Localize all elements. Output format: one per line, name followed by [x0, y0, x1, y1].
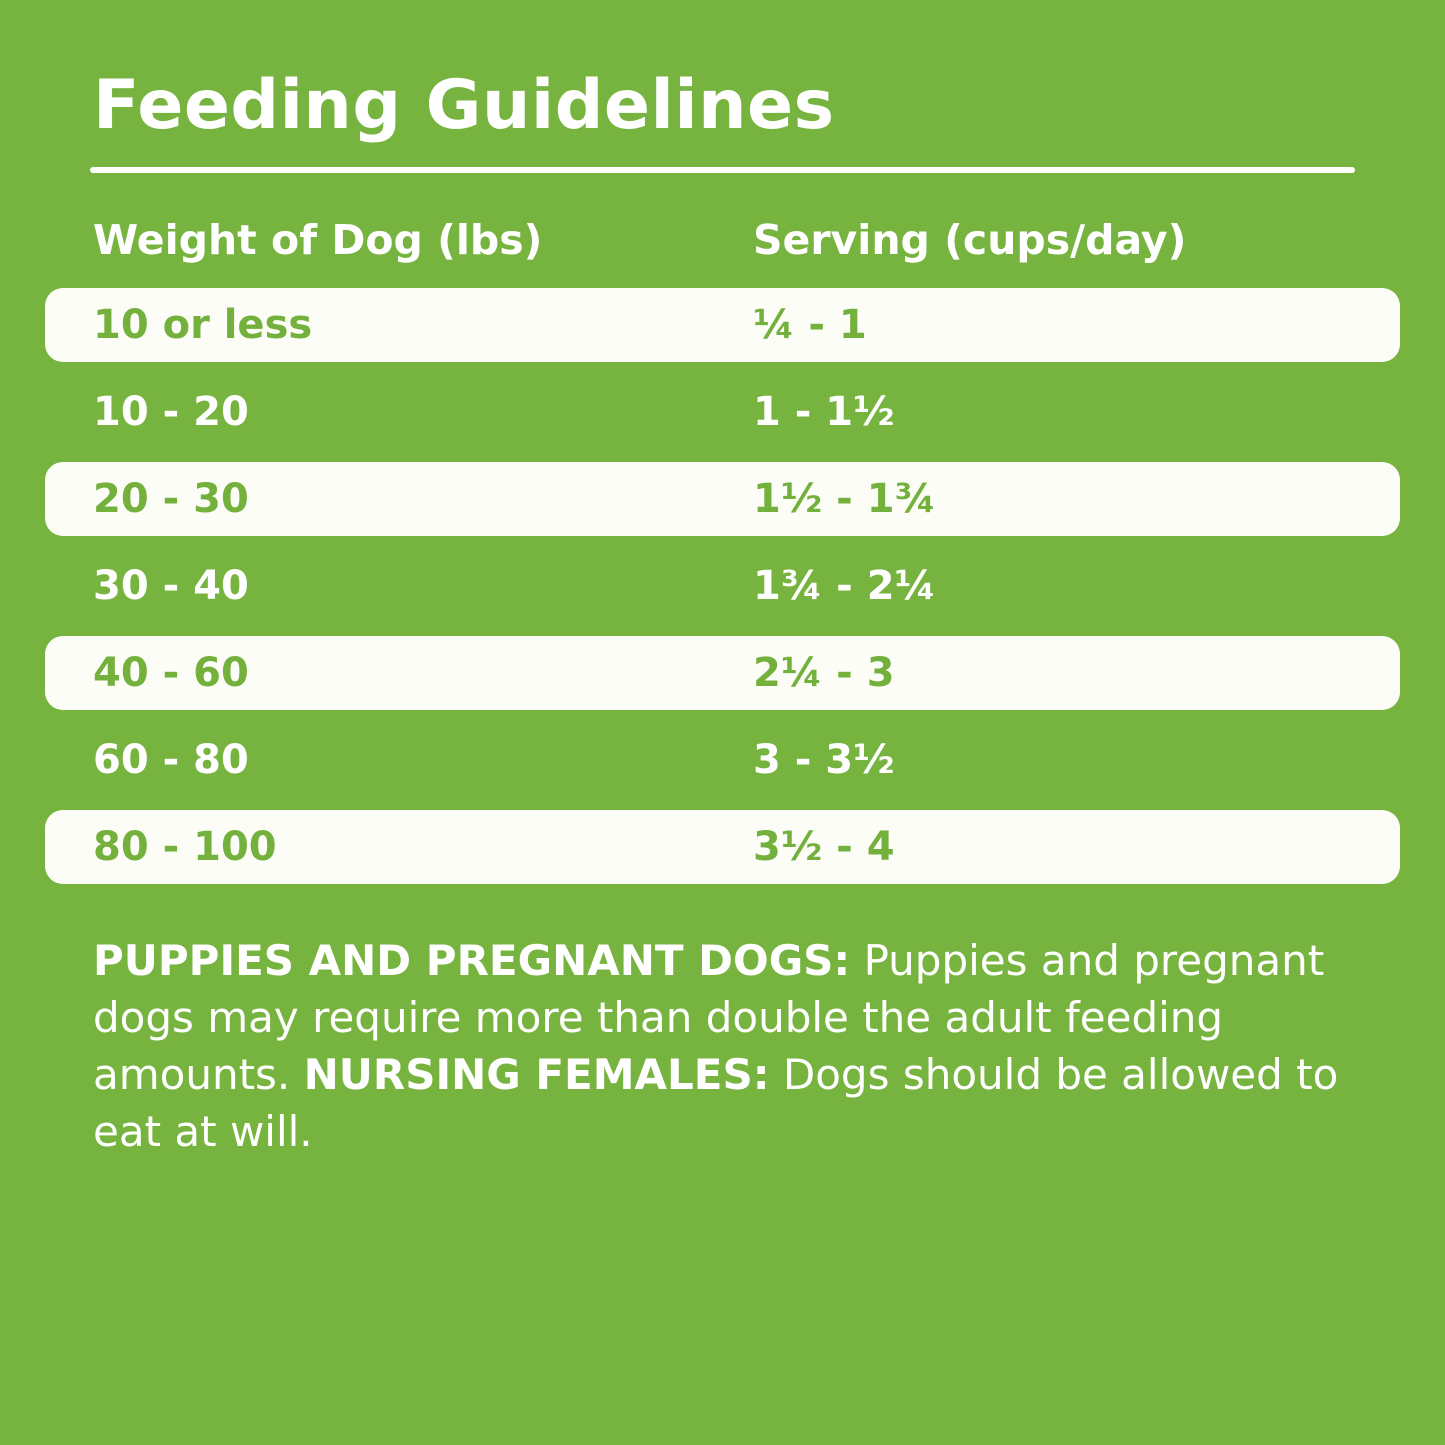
table-row: 20 - 30 1½ - 1¾ — [45, 462, 1400, 536]
table-row: 10 or less ¼ - 1 — [45, 288, 1400, 362]
puppies-pregnant-label: PUPPIES AND PREGNANT DOGS: — [93, 936, 851, 985]
serving-cell: 1½ - 1¾ — [753, 476, 936, 522]
weight-cell: 60 - 80 — [93, 737, 249, 783]
serving-cell: 3½ - 4 — [753, 824, 895, 870]
serving-cell: 2¼ - 3 — [753, 650, 895, 696]
serving-cell: 1 - 1½ — [753, 389, 895, 435]
nursing-females-label: NURSING FEMALES: — [303, 1050, 770, 1099]
title-divider — [90, 167, 1355, 173]
table-row: 60 - 80 3 - 3½ — [45, 723, 1400, 797]
table-row: 10 - 20 1 - 1½ — [45, 375, 1400, 449]
nursing-females-text: Dogs should be allowed to eat at will. — [93, 1050, 1339, 1156]
weight-cell: 30 - 40 — [93, 563, 249, 609]
weight-cell: 10 or less — [93, 302, 313, 348]
column-header-serving: Serving (cups/day) — [753, 216, 1187, 264]
feeding-table: 10 or less ¼ - 1 10 - 20 1 - 1½ 20 - 30 … — [45, 288, 1400, 897]
serving-cell: ¼ - 1 — [753, 302, 867, 348]
page-title: Feeding Guidelines — [93, 66, 835, 145]
weight-cell: 80 - 100 — [93, 824, 277, 870]
table-row: 40 - 60 2¼ - 3 — [45, 636, 1400, 710]
table-header-row: Weight of Dog (lbs) Serving (cups/day) — [93, 216, 1355, 264]
table-row: 80 - 100 3½ - 4 — [45, 810, 1400, 884]
weight-cell: 20 - 30 — [93, 476, 249, 522]
puppies-pregnant-text: Puppies and pregnant dogs may require mo… — [93, 936, 1325, 1099]
serving-cell: 3 - 3½ — [753, 737, 895, 783]
feeding-notes: PUPPIES AND PREGNANT DOGS: Puppies and p… — [93, 932, 1361, 1160]
weight-cell: 40 - 60 — [93, 650, 249, 696]
column-header-weight: Weight of Dog (lbs) — [93, 216, 543, 264]
serving-cell: 1¾ - 2¼ — [753, 563, 936, 609]
weight-cell: 10 - 20 — [93, 389, 249, 435]
table-row: 30 - 40 1¾ - 2¼ — [45, 549, 1400, 623]
